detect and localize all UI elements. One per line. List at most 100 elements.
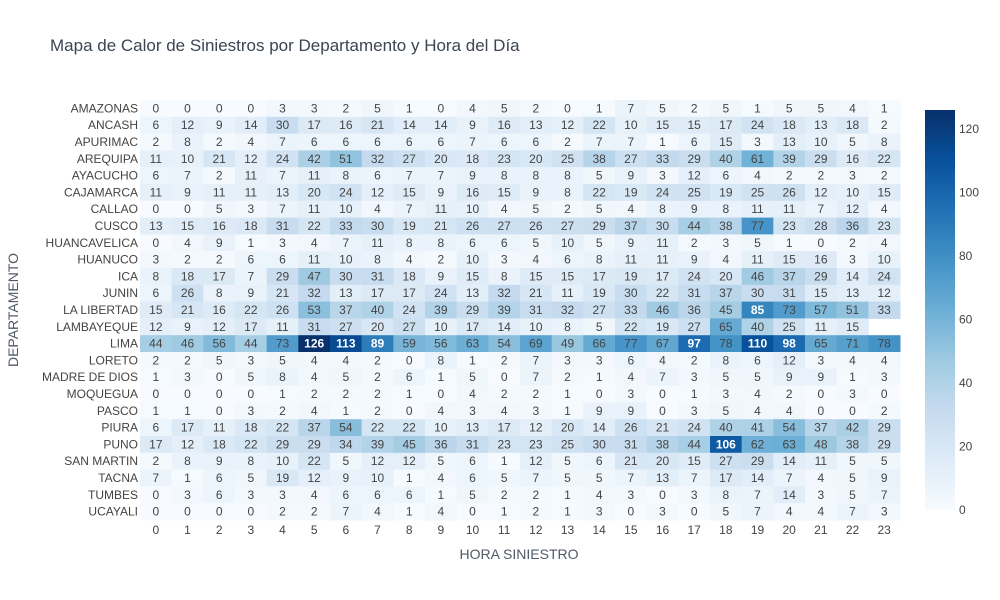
heatmap-cell	[203, 184, 236, 202]
heatmap-cell	[235, 217, 268, 235]
heatmap-cell	[298, 368, 331, 387]
heatmap-cell	[298, 184, 331, 202]
cell-value-label: 49	[561, 337, 575, 351]
cell-value-label: 2	[501, 387, 508, 401]
cell-value-label: 51	[846, 303, 860, 317]
cell-value-label: 29	[307, 437, 321, 451]
heatmap-cell	[678, 150, 711, 168]
cell-value-label: 9	[437, 185, 444, 199]
y-tick-label: AYACUCHO	[72, 169, 138, 183]
cell-value-label: 5	[437, 454, 444, 468]
heatmap-cell	[520, 402, 553, 420]
heatmap-cell	[393, 167, 426, 185]
cell-value-label: 4	[596, 488, 603, 502]
heatmap-cell	[266, 368, 299, 387]
y-tick-label: ANCASH	[88, 118, 138, 132]
cell-value-label: 24	[434, 286, 448, 300]
cell-value-label: 42	[307, 152, 321, 166]
cell-value-label: 69	[529, 337, 543, 351]
heatmap-cell	[488, 436, 521, 454]
heatmap-cell	[361, 100, 394, 118]
cell-value-label: 12	[877, 286, 891, 300]
x-tick-label: 15	[624, 523, 638, 537]
heatmap-cell	[266, 284, 299, 303]
cell-value-label: 2	[786, 169, 793, 183]
cell-value-label: 0	[564, 101, 571, 115]
heatmap-cell	[298, 150, 331, 168]
cell-value-label: 8	[342, 169, 349, 183]
heatmap-cell	[520, 419, 553, 437]
cell-value-label: 31	[529, 303, 543, 317]
chart-title: Mapa de Calor de Siniestros por Departam…	[50, 36, 520, 55]
cell-value-label: 17	[244, 320, 258, 334]
cell-value-label: 5	[817, 101, 824, 115]
heatmap-cell	[361, 234, 394, 252]
cell-value-label: 2	[881, 404, 888, 418]
cell-value-label: 57	[814, 303, 828, 317]
cell-value-label: 1	[659, 135, 666, 149]
cell-value-label: 30	[656, 219, 670, 233]
cell-value-label: 10	[877, 253, 891, 267]
cell-value-label: 3	[881, 505, 888, 519]
heatmap-cell	[235, 335, 268, 353]
heatmap-cell	[298, 503, 331, 521]
heatmap-cell	[235, 234, 268, 252]
cell-value-label: 22	[371, 421, 385, 435]
heatmap-cell	[425, 368, 458, 387]
heatmap-cell	[361, 503, 394, 521]
cell-value-label: 10	[529, 320, 543, 334]
heatmap-cell	[868, 284, 901, 303]
heatmap-cell	[171, 150, 204, 168]
cell-value-label: 4	[532, 253, 539, 267]
cell-value-label: 25	[687, 185, 701, 199]
cell-value-label: 36	[434, 437, 448, 451]
cell-value-label: 1	[596, 101, 603, 115]
cell-value-label: 7	[437, 169, 444, 183]
cell-value-label: 38	[719, 219, 733, 233]
cell-value-label: 15	[877, 185, 891, 199]
cell-value-label: 7	[279, 202, 286, 216]
cell-value-label: 0	[184, 202, 191, 216]
heatmap-cell	[393, 184, 426, 202]
heatmap-cell	[393, 116, 426, 135]
cell-value-label: 30	[276, 118, 290, 132]
cell-value-label: 24	[276, 152, 290, 166]
heatmap-cell	[646, 268, 679, 286]
y-tick-label: ICA	[118, 269, 138, 283]
heatmap-cell	[836, 436, 869, 454]
cell-value-label: 48	[814, 437, 828, 451]
cell-value-label: 29	[814, 269, 828, 283]
heatmap-cell	[836, 352, 869, 370]
heatmap-cell	[361, 452, 394, 471]
cell-value-label: 61	[751, 152, 765, 166]
cell-value-label: 0	[216, 387, 223, 401]
heatmap-cell	[520, 318, 553, 336]
cell-value-label: 18	[244, 219, 258, 233]
heatmap-cell	[393, 200, 426, 219]
heatmap-cell	[583, 167, 616, 185]
heatmap-cell	[868, 469, 901, 487]
heatmap-cell	[615, 167, 648, 185]
heatmap-cell	[330, 486, 363, 504]
cell-value-label: 0	[817, 236, 824, 250]
cell-value-label: 4	[311, 236, 318, 250]
cell-value-label: 7	[881, 488, 888, 502]
cell-value-label: 5	[596, 236, 603, 250]
cell-value-label: 25	[751, 185, 765, 199]
x-axis-title: HORA SINIESTRO	[459, 546, 578, 562]
heatmap-cell	[330, 419, 363, 437]
heatmap-cell	[235, 436, 268, 454]
cell-value-label: 13	[466, 421, 480, 435]
heatmap-cell	[203, 217, 236, 235]
heatmap-cell	[836, 133, 869, 151]
heatmap-cell	[456, 368, 489, 387]
cell-value-label: 34	[339, 437, 353, 451]
cell-value-label: 13	[339, 286, 353, 300]
heatmap-cell	[298, 452, 331, 471]
cell-value-label: 126	[304, 337, 324, 351]
cell-value-label: 31	[371, 269, 385, 283]
colorbar-tick-label: 120	[959, 122, 979, 136]
cell-value-label: 1	[247, 236, 254, 250]
cell-value-label: 27	[402, 320, 416, 334]
cell-value-label: 24	[339, 185, 353, 199]
